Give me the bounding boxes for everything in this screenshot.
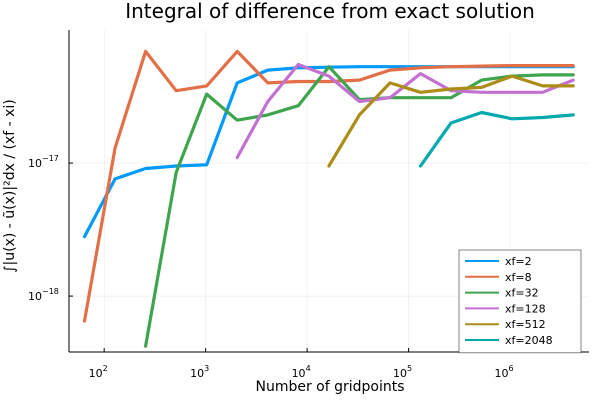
legend-label: xf=2048: [505, 334, 553, 347]
legend-label: xf=2: [505, 255, 532, 268]
legend-label: xf=512: [505, 318, 546, 331]
x-tick-label: 103: [190, 364, 209, 380]
series-layer: [82, 49, 575, 348]
legend: xf=2 xf=8 xf=32 xf=128 xf=512 xf=2048: [458, 249, 582, 354]
series-line-xf-2048: [418, 110, 575, 168]
y-tick-label: 10−17: [28, 154, 59, 170]
series-line-xf-512: [327, 74, 575, 168]
legend-label: xf=32: [505, 287, 539, 300]
x-tick-labels: 102 103 104 105 106: [89, 348, 514, 380]
legend-label: xf=128: [505, 302, 546, 315]
y-axis-label: ∫|u(x) - ũ(x)|²dx / (xf - xi): [2, 99, 18, 273]
series-line-xf-128: [235, 62, 575, 160]
y-tick-labels: 10−18 10−17: [28, 154, 73, 303]
x-tick-label: 105: [393, 364, 412, 380]
x-tick-label: 102: [89, 364, 108, 380]
legend-box: [458, 249, 582, 354]
chart-title: Integral of difference from exact soluti…: [125, 0, 535, 23]
y-tick-label: 10−18: [28, 287, 59, 303]
x-tick-label: 104: [292, 364, 311, 380]
x-axis-label: Number of gridpoints: [255, 379, 404, 395]
series-line-xf-8: [82, 49, 575, 323]
x-tick-label: 106: [494, 364, 513, 380]
legend-label: xf=8: [505, 271, 532, 284]
